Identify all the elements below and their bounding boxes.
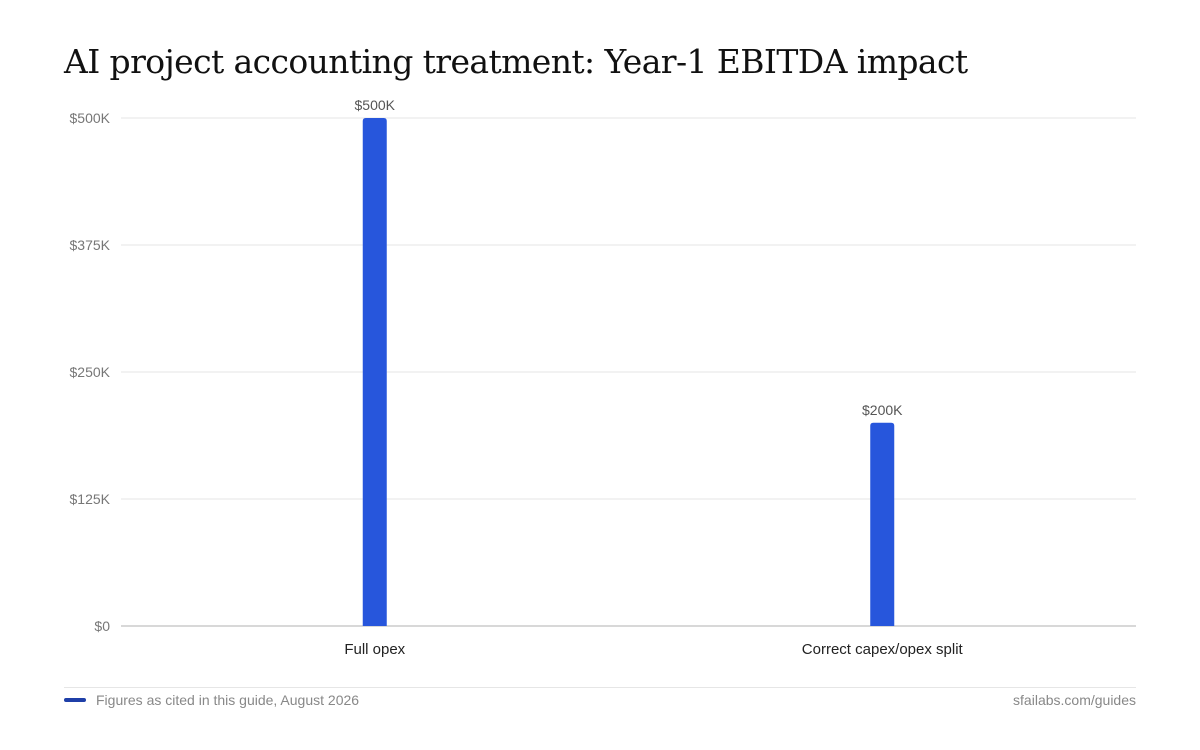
chart-title: AI project accounting treatment: Year-1 … — [64, 42, 968, 81]
y-tick-label: $125K — [70, 491, 111, 507]
bar — [870, 422, 895, 626]
legend-swatch — [64, 698, 86, 702]
x-category-label: Full opex — [344, 641, 405, 658]
y-tick-label: $0 — [94, 618, 110, 634]
value-labels: $500K $200K — [355, 97, 904, 418]
gridlines — [121, 117, 1136, 627]
footer-note: Figures as cited in this guide, August 2… — [96, 692, 360, 708]
bar-chart: $0 $125K $250K $375K $500K $500K $200K Full o… — [70, 97, 1136, 658]
bar — [362, 118, 387, 626]
bar-value-label: $500K — [355, 97, 396, 113]
bars — [362, 118, 895, 626]
y-axis-tick-labels: $0 $125K $250K $375K $500K — [70, 110, 111, 634]
x-category-label: Correct capex/opex split — [802, 641, 964, 658]
y-tick-label: $375K — [70, 237, 111, 253]
x-axis-category-labels: Full opex Correct capex/opex split — [344, 641, 963, 658]
bar-value-label: $200K — [862, 402, 903, 418]
y-tick-label: $500K — [70, 110, 111, 126]
footer-divider — [64, 687, 1136, 688]
footer-source: sfailabs.com/guides — [1013, 692, 1136, 708]
footer-legend: Figures as cited in this guide, August 2… — [64, 692, 359, 708]
y-tick-label: $250K — [70, 364, 111, 380]
